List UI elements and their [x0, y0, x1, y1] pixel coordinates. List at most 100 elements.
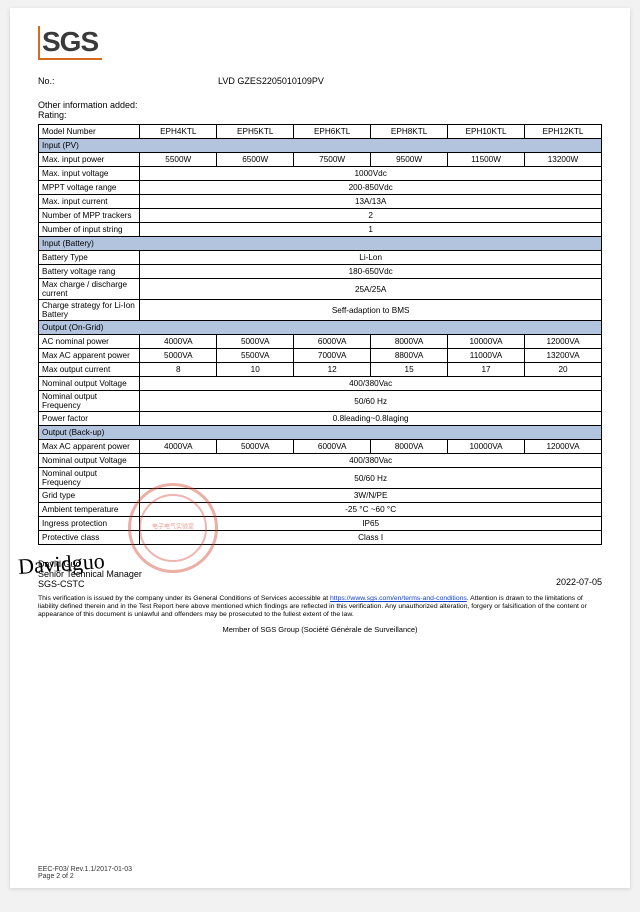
row-value: 8800VA: [371, 349, 448, 363]
row-label: Nominal output Frequency: [39, 391, 140, 412]
row-value: 17: [448, 363, 525, 377]
row-value: 4000VA: [140, 335, 217, 349]
row-label: AC nominal power: [39, 335, 140, 349]
row-value-merged: 0.8leading~0.8laging: [140, 412, 602, 426]
row-value-merged: 2: [140, 209, 602, 223]
row-label: Max. input power: [39, 153, 140, 167]
disclaimer-text: This verification is issued by the compa…: [38, 595, 602, 619]
model-col: EPH12KTL: [525, 125, 602, 139]
row-value: 12: [294, 363, 371, 377]
row-value: 13200W: [525, 153, 602, 167]
row-value-merged: IP65: [140, 517, 602, 531]
row-value: 8000VA: [371, 440, 448, 454]
row-label: Nominal output Voltage: [39, 454, 140, 468]
row-value-merged: 200-850Vdc: [140, 181, 602, 195]
section-header: Output (Back-up): [39, 426, 602, 440]
ref-label: No.:: [38, 76, 218, 86]
document-page: SGS No.: LVD GZES2205010109PV Other info…: [10, 8, 630, 888]
section-header: Output (On-Grid): [39, 321, 602, 335]
model-col: EPH4KTL: [140, 125, 217, 139]
row-label: Max AC apparent power: [39, 349, 140, 363]
reference-row: No.: LVD GZES2205010109PV: [38, 76, 602, 86]
intro-line2: Rating:: [38, 110, 602, 120]
disclaimer-l1: This verification is issued by the compa…: [38, 595, 328, 602]
row-value: 12000VA: [525, 440, 602, 454]
footer-l1: EEC-F03/ Rev.1.1/2017-01-03: [38, 866, 132, 873]
row-value: 5500VA: [217, 349, 294, 363]
header-label: Model Number: [39, 125, 140, 139]
row-value-merged: 13A/13A: [140, 195, 602, 209]
footer-l2: Page 2 of 2: [38, 873, 132, 880]
row-value: 5000VA: [140, 349, 217, 363]
row-value-merged: Class I: [140, 531, 602, 545]
row-value: 5000VA: [217, 440, 294, 454]
model-col: EPH6KTL: [294, 125, 371, 139]
ref-value: LVD GZES2205010109PV: [218, 76, 324, 86]
row-label: Battery voltage rang: [39, 265, 140, 279]
row-value: 5000VA: [217, 335, 294, 349]
row-value: 6000VA: [294, 440, 371, 454]
row-label: Max. input voltage: [39, 167, 140, 181]
row-value: 11500W: [448, 153, 525, 167]
signature-area: 电子电气实验室 Davidguo David Guo Senior Techni…: [38, 559, 602, 589]
row-value-merged: 1: [140, 223, 602, 237]
row-label: Max AC apparent power: [39, 440, 140, 454]
row-label: Battery Type: [39, 251, 140, 265]
row-value: 10000VA: [448, 440, 525, 454]
row-label: Max charge / discharge current: [39, 279, 140, 300]
row-label: Protective class: [39, 531, 140, 545]
model-col: EPH8KTL: [371, 125, 448, 139]
section-header: Input (PV): [39, 139, 602, 153]
row-value-merged: 1000Vdc: [140, 167, 602, 181]
sign-date: 2022-07-05: [556, 577, 602, 587]
terms-link[interactable]: https://www.sgs.com/en/terms-and-conditi…: [330, 595, 467, 602]
row-value: 11000VA: [448, 349, 525, 363]
row-value: 20: [525, 363, 602, 377]
row-value: 13200VA: [525, 349, 602, 363]
row-value: 6000VA: [294, 335, 371, 349]
row-value-merged: 3W/N/PE: [140, 489, 602, 503]
row-value-merged: 400/380Vac: [140, 454, 602, 468]
row-label: Max output current: [39, 363, 140, 377]
row-value: 10000VA: [448, 335, 525, 349]
row-value-merged: Li-Lon: [140, 251, 602, 265]
row-label: Ingress protection: [39, 517, 140, 531]
row-value: 4000VA: [140, 440, 217, 454]
spec-table: Model NumberEPH4KTLEPH5KTLEPH6KTLEPH8KTL…: [38, 124, 602, 545]
row-value-merged: 50/60 Hz: [140, 468, 602, 489]
row-value: 5500W: [140, 153, 217, 167]
model-col: EPH10KTL: [448, 125, 525, 139]
row-label: Number of MPP trackers: [39, 209, 140, 223]
row-value: 9500W: [371, 153, 448, 167]
row-label: Nominal output Frequency: [39, 468, 140, 489]
intro-block: Other information added: Rating:: [38, 100, 602, 120]
row-value-merged: 25A/25A: [140, 279, 602, 300]
row-value: 15: [371, 363, 448, 377]
signer-title: Senior Technical Manager: [38, 569, 602, 579]
row-value: 6500W: [217, 153, 294, 167]
row-label: MPPT voltage range: [39, 181, 140, 195]
row-value-merged: -25 °C ~60 °C: [140, 503, 602, 517]
row-value: 8000VA: [371, 335, 448, 349]
row-label: Ambient temperature: [39, 503, 140, 517]
row-value: 7000VA: [294, 349, 371, 363]
footer: EEC-F03/ Rev.1.1/2017-01-03 Page 2 of 2: [38, 866, 132, 880]
row-value-merged: Seff-adaption to BMS: [140, 300, 602, 321]
row-value: 7500W: [294, 153, 371, 167]
section-header: Input (Battery): [39, 237, 602, 251]
row-value-merged: 180-650Vdc: [140, 265, 602, 279]
row-value: 10: [217, 363, 294, 377]
row-label: Nominal output Voltage: [39, 377, 140, 391]
signer-name: David Guo: [38, 559, 602, 569]
row-value: 12000VA: [525, 335, 602, 349]
row-label: Max. input current: [39, 195, 140, 209]
row-label: Charge strategy for Li-Ion Battery: [39, 300, 140, 321]
intro-line1: Other information added:: [38, 100, 602, 110]
member-line: Member of SGS Group (Société Générale de…: [38, 625, 602, 634]
row-label: Number of input string: [39, 223, 140, 237]
signer-org: SGS-CSTC: [38, 579, 602, 589]
row-value: 8: [140, 363, 217, 377]
row-label: Grid type: [39, 489, 140, 503]
row-label: Power factor: [39, 412, 140, 426]
model-col: EPH5KTL: [217, 125, 294, 139]
